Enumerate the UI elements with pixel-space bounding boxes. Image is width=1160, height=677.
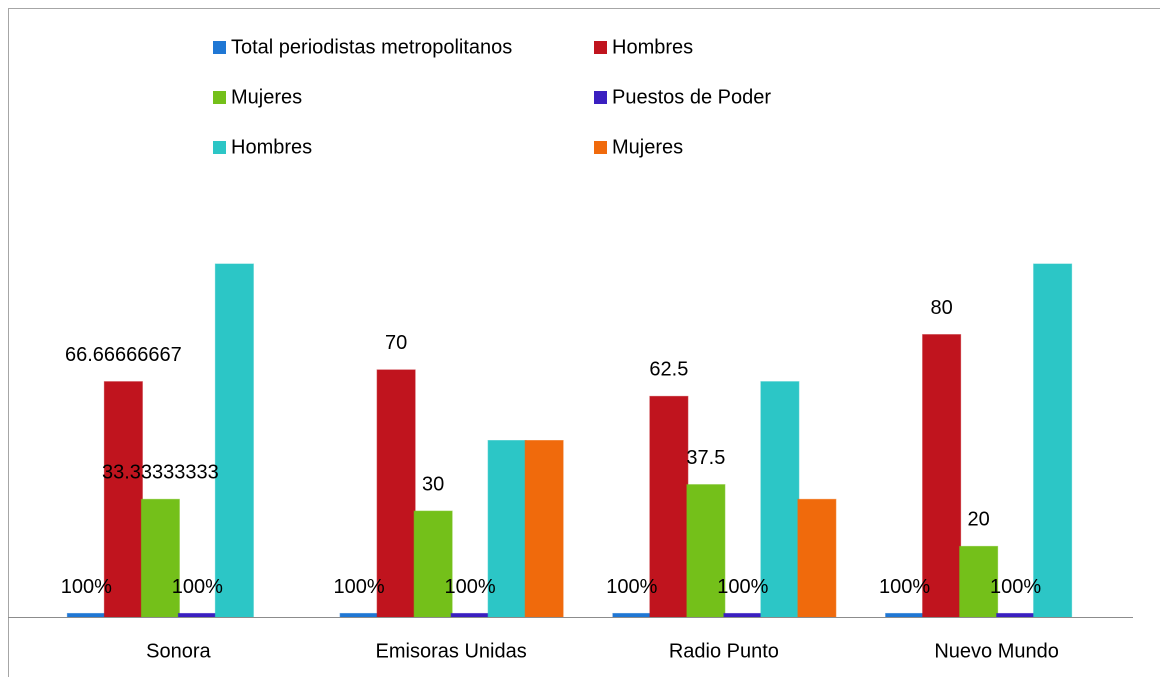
bar — [413, 510, 453, 618]
bar — [959, 545, 999, 618]
bar — [524, 440, 564, 618]
bar — [797, 498, 837, 618]
x-tick-label: Sonora — [146, 640, 211, 662]
legend-label: Hombres — [612, 36, 693, 58]
legend-swatch — [213, 141, 226, 154]
legend-label: Mujeres — [612, 136, 683, 158]
legend-swatch — [594, 141, 607, 154]
legend-swatch — [213, 91, 226, 104]
legend-label: Total periodistas metropolitanos — [231, 36, 512, 58]
bar — [996, 612, 1036, 618]
legend-label: Hombres — [231, 136, 312, 158]
data-label: 100% — [990, 576, 1041, 598]
data-label: 66.66666667 — [65, 344, 182, 366]
bar — [922, 334, 962, 618]
bar — [177, 612, 217, 618]
bar — [140, 498, 180, 618]
legend-label: Puestos de Poder — [612, 86, 771, 108]
bar — [760, 381, 800, 618]
bar — [214, 263, 254, 618]
data-label: 100% — [606, 576, 657, 598]
data-label: 100% — [172, 576, 223, 598]
data-label: 100% — [334, 576, 385, 598]
data-label: 100% — [879, 576, 930, 598]
bar — [686, 484, 726, 618]
data-label: 70 — [385, 332, 407, 354]
data-label: 20 — [968, 509, 990, 531]
legend-swatch — [213, 41, 226, 54]
bar — [339, 612, 379, 618]
x-tick-label: Nuevo Mundo — [934, 640, 1059, 662]
data-label: 37.5 — [686, 447, 725, 469]
bar — [1033, 263, 1073, 618]
bar — [66, 612, 106, 618]
bar — [885, 612, 925, 618]
data-label: 80 — [931, 297, 953, 319]
x-tick-label: Emisoras Unidas — [376, 640, 527, 662]
legend-swatch — [594, 91, 607, 104]
data-label: 100% — [445, 576, 496, 598]
bar — [450, 612, 490, 618]
bar — [612, 612, 652, 618]
legend-swatch — [594, 41, 607, 54]
data-label: 30 — [422, 473, 444, 495]
data-label: 100% — [717, 576, 768, 598]
data-label: 100% — [61, 576, 112, 598]
chart-frame — [8, 8, 1160, 677]
bar — [376, 369, 416, 618]
data-label: 33.33333333 — [102, 462, 219, 484]
x-tick-label: Radio Punto — [669, 640, 779, 662]
data-label: 62.5 — [649, 359, 688, 381]
bar — [723, 612, 763, 618]
legend-label: Mujeres — [231, 86, 302, 108]
